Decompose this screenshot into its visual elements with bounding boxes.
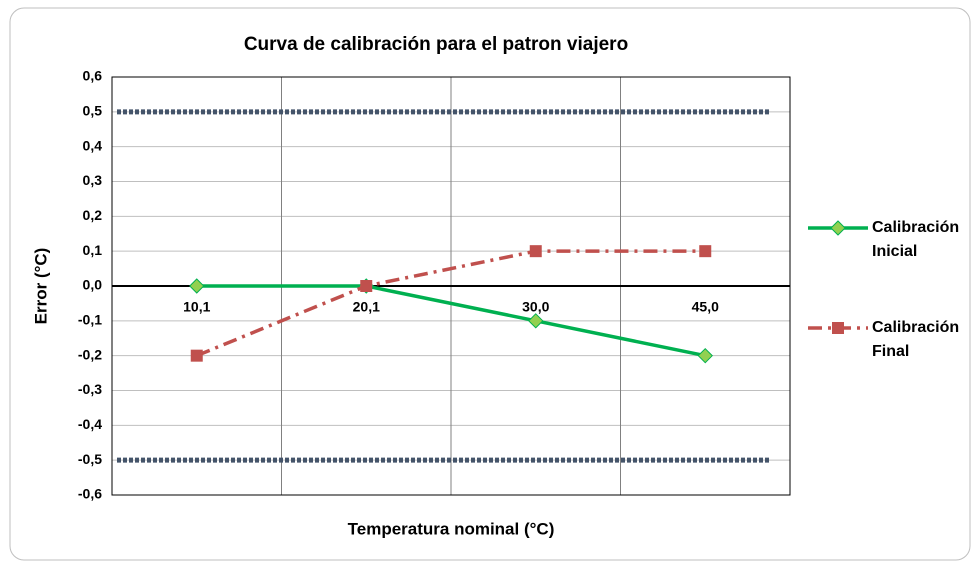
y-axis-label: Error (°C) [31, 248, 50, 325]
y-tick-label: -0,4 [78, 416, 102, 432]
marker [697, 347, 713, 364]
x-tick-label: 30,0 [522, 299, 549, 315]
series-line [196, 284, 706, 358]
legend-label: Calibración Inicial [872, 219, 960, 260]
chart-title: Curva de calibración para el patron viaj… [244, 34, 628, 55]
x-axis-label: Temperatura nominal (°C) [348, 519, 555, 538]
marker [360, 280, 373, 292]
marker [528, 313, 544, 329]
legend-marker [832, 322, 844, 334]
marker [189, 278, 205, 294]
marker [190, 349, 203, 362]
legend-marker [830, 220, 846, 236]
y-tick-label: -0,5 [78, 451, 102, 467]
y-tick-label: -0,1 [78, 312, 102, 328]
legend-label: Calibración Final [872, 319, 960, 360]
y-tick-label: 0,4 [83, 137, 103, 153]
x-tick-label: 10,1 [183, 299, 210, 315]
marker [699, 245, 712, 258]
y-tick-label: 0,1 [83, 242, 103, 258]
x-tick-label: 45,0 [692, 299, 719, 315]
y-tick-label: 0,0 [83, 277, 103, 293]
y-tick-label: 0,5 [83, 103, 103, 119]
y-tick-label: 0,3 [83, 172, 103, 188]
y-tick-label: 0,6 [83, 68, 103, 84]
x-tick-label: 20,1 [353, 299, 380, 315]
y-tick-label: -0,3 [78, 381, 102, 397]
marker [529, 245, 542, 258]
y-tick-label: 0,2 [83, 207, 103, 223]
series-line [196, 249, 706, 358]
y-tick-label: -0,6 [78, 486, 102, 502]
y-tick-label: -0,2 [78, 346, 102, 362]
